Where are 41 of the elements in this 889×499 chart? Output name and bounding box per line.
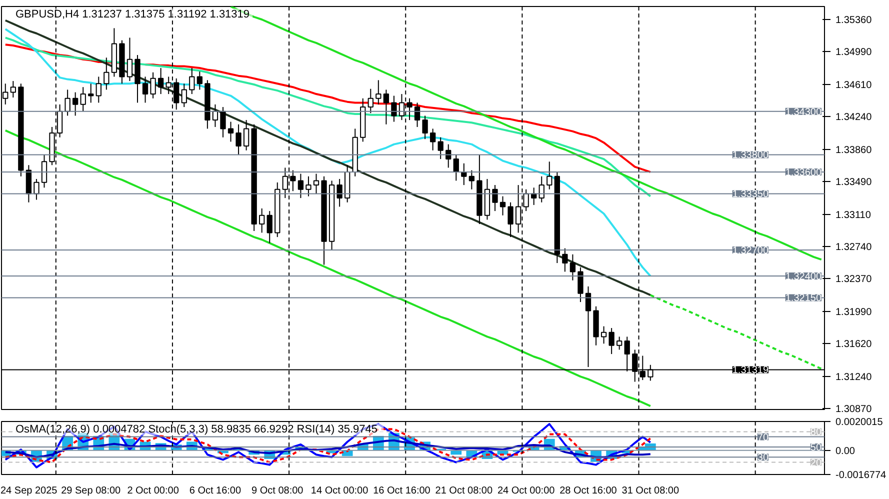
y-tick-label: 1.30870 bbox=[836, 404, 872, 416]
x-tick-label: 9 Oct 08:00 bbox=[252, 486, 304, 496]
x-tick-label: 16 Oct 16:00 bbox=[373, 486, 431, 496]
ref-line-label: 50 bbox=[810, 442, 822, 454]
x-tick-label: 24 Oct 00:00 bbox=[497, 486, 556, 496]
y2-tick-label: 0.00 bbox=[836, 446, 856, 457]
ref-line-label: 1.31319 bbox=[732, 365, 769, 376]
ref-line-label: 70 bbox=[757, 432, 769, 444]
x-tick-label: 24 Sep 2025 bbox=[0, 486, 58, 496]
x-tick-label: 2 Oct 00:00 bbox=[127, 486, 180, 496]
y-tick-label: 1.34240 bbox=[836, 112, 872, 124]
y-tick-label: 1.33110 bbox=[836, 210, 872, 221]
ref-line-label: 1.34300 bbox=[785, 106, 822, 118]
x-tick-label: 29 Sep 08:00 bbox=[61, 486, 122, 496]
y-tick-label: 1.32740 bbox=[836, 242, 872, 254]
ref-line-label: 1.33600 bbox=[785, 168, 822, 179]
x-tick-label: 14 Oct 00:00 bbox=[310, 486, 369, 496]
x-tick-label: 28 Oct 16:00 bbox=[560, 486, 618, 496]
y2-tick-label: 0.0020015 bbox=[836, 417, 884, 428]
x-tick-label: 6 Oct 16:00 bbox=[189, 486, 242, 496]
y-tick-label: 1.32370 bbox=[836, 274, 872, 286]
chart-title: OsMA(12,26,9) 0.0004782 Stoch(5,3,3) 58.9835 66.9292 RSI(14) 35.9745 bbox=[16, 424, 378, 436]
ref-line-label: 1.32150 bbox=[785, 293, 822, 304]
ref-line-label: 1.33800 bbox=[732, 150, 769, 162]
y-tick-label: 1.31620 bbox=[836, 339, 872, 350]
x-tick-label: 21 Oct 08:00 bbox=[435, 486, 493, 496]
ref-line-label: 80 bbox=[810, 427, 822, 438]
y2-tick-label: -0.0016774 bbox=[836, 470, 887, 481]
y-tick-label: 1.33860 bbox=[836, 145, 872, 156]
ref-line-label: 1.32400 bbox=[785, 272, 822, 283]
y-tick-label: 1.34610 bbox=[836, 80, 872, 91]
y-tick-label: 1.34990 bbox=[836, 47, 872, 58]
y-tick-label: 1.35360 bbox=[836, 15, 872, 26]
chart-title: GBPUSD,H4 1.31237 1.31375 1.31192 1.31319 bbox=[16, 8, 250, 20]
ref-line-label: 1.32700 bbox=[732, 246, 769, 257]
y-tick-label: 1.31990 bbox=[836, 307, 872, 318]
ref-line-label: 20 bbox=[810, 458, 822, 469]
y-tick-label: 1.31240 bbox=[836, 372, 872, 384]
x-tick-label: 31 Oct 08:00 bbox=[622, 486, 680, 496]
y-tick-label: 1.33490 bbox=[836, 177, 872, 188]
ref-line-label: 1.33350 bbox=[732, 189, 769, 200]
